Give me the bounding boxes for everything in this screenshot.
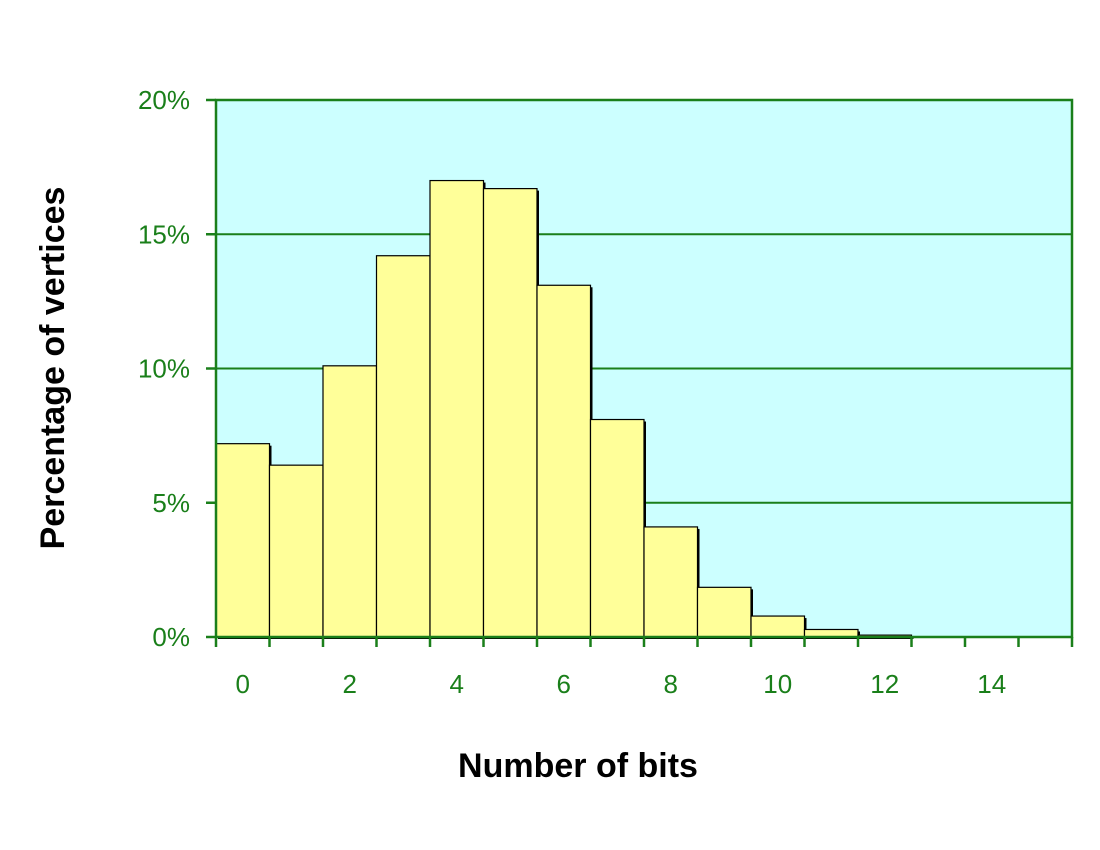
bar [696, 586, 752, 638]
y-tick-label: 15% [138, 219, 190, 249]
x-tick-label: 10 [763, 669, 792, 699]
x-tick-label: 14 [977, 669, 1006, 699]
bar [750, 615, 806, 638]
x-tick-label: 6 [557, 669, 571, 699]
y-tick-label: 5% [152, 488, 190, 518]
x-tick-labels: 0 2 4 6 8 10 12 14 [214, 637, 1074, 699]
bar [268, 464, 324, 638]
y-axis-title: Percentage of vertices [34, 187, 72, 550]
y-tick-label: 20% [138, 85, 190, 115]
bars [215, 179, 914, 640]
y-tick-label: 10% [138, 354, 190, 384]
bar [215, 443, 271, 638]
x-tick-label: 12 [870, 669, 899, 699]
bar [643, 526, 699, 638]
bar [482, 188, 538, 638]
y-tick-label: 0% [152, 622, 190, 652]
x-axis-title: Number of bits [458, 747, 698, 785]
bar [536, 284, 592, 638]
bar [429, 179, 485, 638]
bar [375, 255, 431, 638]
x-tick-label: 0 [236, 669, 250, 699]
x-tick-label: 4 [450, 669, 464, 699]
bar [322, 365, 378, 638]
y-tick-labels: 0% 5% 10% 15% 20% [138, 85, 216, 652]
x-tick-label: 8 [664, 669, 678, 699]
bar [589, 418, 645, 638]
x-tick-label: 2 [343, 669, 357, 699]
